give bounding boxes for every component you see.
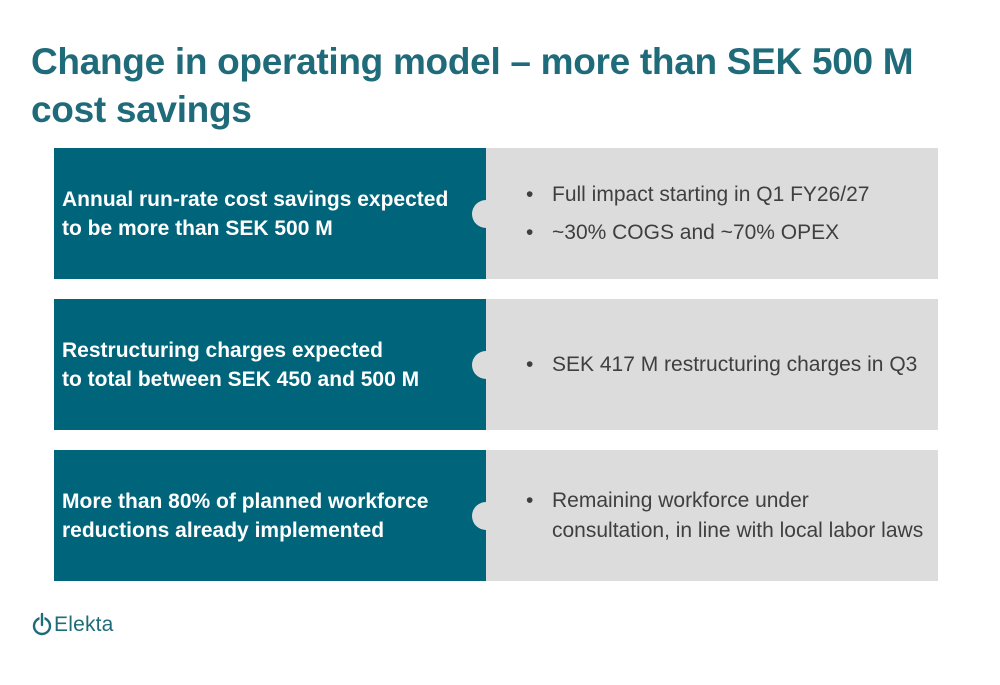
bullet-dot: •: [526, 352, 534, 376]
elekta-logo: Elekta: [31, 612, 114, 638]
row-connector-notch: [472, 199, 500, 228]
content-row: More than 80% of planned workforce reduc…: [54, 450, 938, 581]
row-left-text: Restructuring charges expected to total …: [62, 338, 420, 391]
row-left-text: More than 80% of planned workforce reduc…: [62, 489, 429, 542]
bullet-item: • Remaining workforce under consultation…: [526, 486, 938, 546]
row-left-text: Annual run-rate cost savings expected to…: [62, 187, 449, 240]
bullet-dot: •: [526, 488, 534, 512]
bullet-item: • Full impact starting in Q1 FY26/27: [526, 180, 938, 210]
row-left-panel: Annual run-rate cost savings expected to…: [54, 148, 486, 279]
logo-wordmark: Elekta: [54, 613, 114, 636]
bullet-item: • ~30% COGS and ~70% OPEX: [526, 218, 938, 248]
row-connector-notch: [472, 501, 500, 530]
row-right-panel: • SEK 417 M restructuring charges in Q3: [486, 299, 938, 430]
content-row: Annual run-rate cost savings expected to…: [54, 148, 938, 279]
bullet-text: SEK 417 M restructuring charges in Q3: [552, 352, 918, 376]
bullet-text: Remaining workforce under consultation, …: [552, 488, 924, 542]
row-connector-notch: [472, 350, 500, 379]
row-left-panel: Restructuring charges expected to total …: [54, 299, 486, 430]
content-row: Restructuring charges expected to total …: [54, 299, 938, 430]
bullet-text: ~30% COGS and ~70% OPEX: [552, 220, 840, 244]
row-right-panel: • Full impact starting in Q1 FY26/27 • ~…: [486, 148, 938, 279]
elekta-logo-icon: [32, 612, 52, 636]
row-left-panel: More than 80% of planned workforce reduc…: [54, 450, 486, 581]
bullet-dot: •: [526, 182, 534, 206]
bullet-dot: •: [526, 220, 534, 244]
row-right-panel: • Remaining workforce under consultation…: [486, 450, 938, 581]
slide-title: Change in operating model – more than SE…: [31, 41, 914, 130]
bullet-text: Full impact starting in Q1 FY26/27: [552, 182, 870, 206]
bullet-item: • SEK 417 M restructuring charges in Q3: [526, 350, 938, 380]
